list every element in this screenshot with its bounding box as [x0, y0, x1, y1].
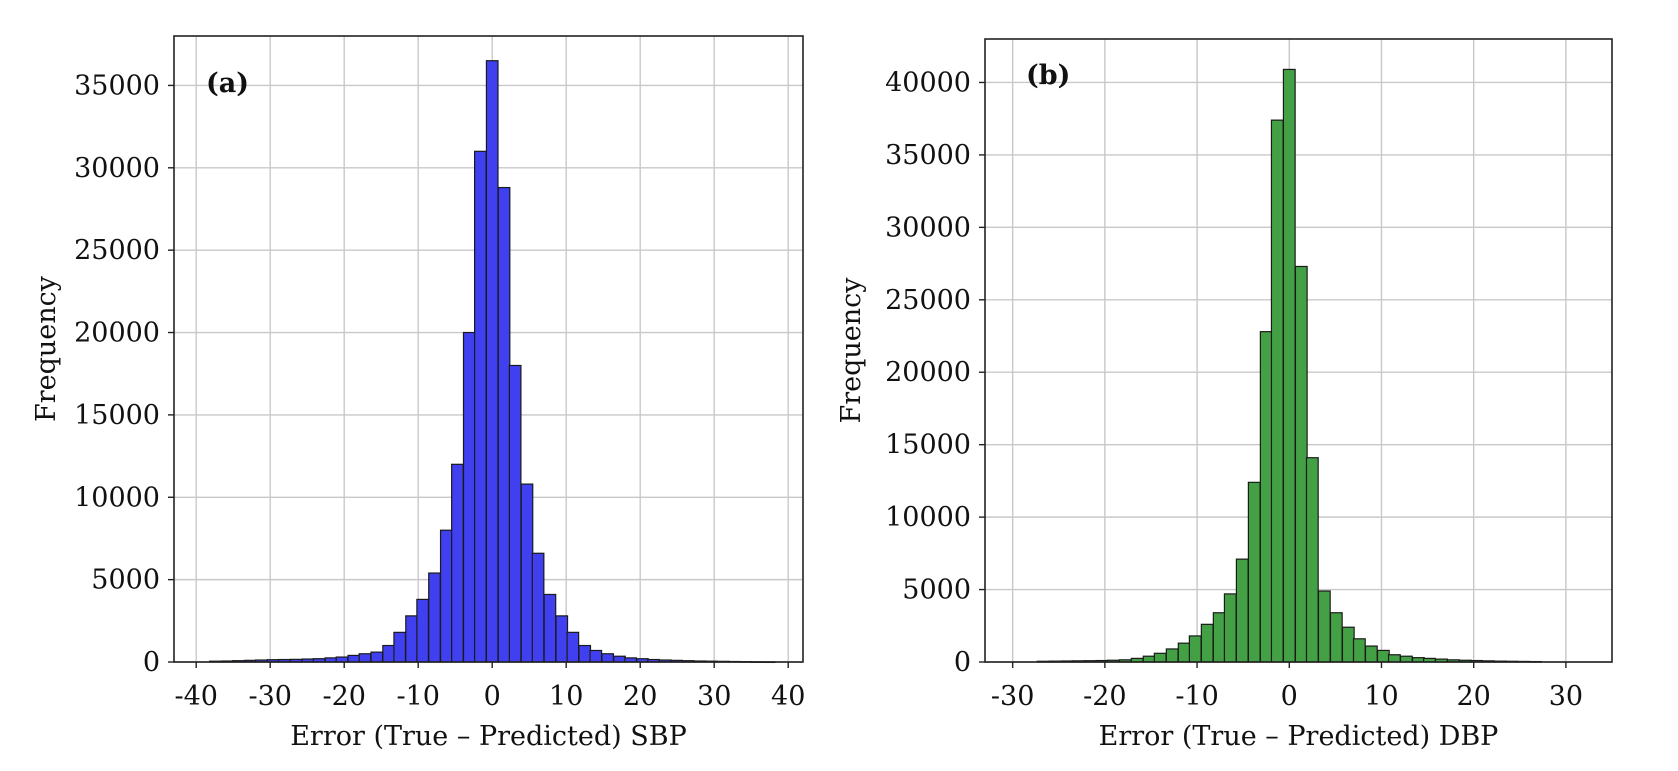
x-tick-label: -20	[322, 681, 365, 712]
x-tick-label: -10	[1175, 681, 1218, 712]
y-tick-label: 40000	[885, 67, 971, 98]
histogram-bar	[1259, 331, 1273, 663]
x-tick-label: 20	[1457, 681, 1491, 712]
histogram-bar	[1329, 612, 1343, 663]
plot-frame	[984, 38, 1613, 663]
y-tick-label: 30000	[74, 153, 160, 184]
histogram-bar	[589, 649, 603, 663]
y-tick-label: 20000	[885, 357, 971, 388]
y-tick-label: 30000	[885, 212, 971, 243]
x-tick-label: -20	[1083, 681, 1126, 712]
y-tick-label: 25000	[885, 285, 971, 316]
x-tick-label: 10	[549, 681, 583, 712]
y-axis-label: Frequency	[31, 275, 62, 422]
y-tick-label: 25000	[74, 235, 160, 266]
y-tick-label: 15000	[885, 430, 971, 461]
histogram-bar	[1200, 623, 1214, 663]
x-tick-label: -40	[174, 681, 217, 712]
histogram-bar	[1247, 481, 1261, 663]
panel-label: (b)	[1026, 60, 1070, 91]
y-tick-label: 15000	[74, 400, 160, 431]
histogram-bar	[578, 644, 592, 663]
histogram-bar	[1399, 655, 1413, 663]
histogram-bar	[405, 615, 418, 663]
x-tick-label: -10	[396, 681, 439, 712]
x-tick-label: -30	[248, 681, 291, 712]
histogram-bar	[1270, 119, 1284, 663]
histogram-panel-b: -30 -20 -10 0 10 20 30 0 5000 10000 15000 20000 2500…	[836, 38, 1613, 752]
histogram-bar	[1352, 638, 1366, 663]
histogram-bar	[1364, 645, 1378, 663]
x-tick-label: 30	[1549, 681, 1583, 712]
histogram-bar	[520, 483, 534, 663]
histogram-bar	[462, 331, 476, 663]
histogram-bar	[613, 655, 626, 663]
y-axis-label: Frequency	[836, 277, 867, 424]
histogram-bar	[382, 644, 395, 663]
histogram-bar	[1142, 655, 1156, 663]
histogram-bar	[1235, 558, 1249, 663]
histogram-bar	[473, 150, 487, 663]
histogram-bar	[1153, 652, 1167, 663]
x-tick-label: 10	[1364, 681, 1398, 712]
histogram-bar	[531, 552, 545, 663]
histogram-bar	[1282, 68, 1296, 663]
y-tick-label: 20000	[74, 318, 160, 349]
histogram-bar	[1294, 265, 1308, 663]
histogram-bar	[1317, 590, 1331, 663]
y-tick-label: 0	[954, 647, 971, 678]
plot-frame	[173, 35, 804, 663]
histogram-bar	[601, 653, 615, 663]
histogram-bar	[393, 631, 407, 663]
histogram-bar	[358, 653, 372, 663]
histogram-bar	[428, 572, 441, 663]
histogram-bar	[370, 651, 384, 663]
panel-label: (a)	[206, 68, 249, 99]
histogram-bar	[1223, 593, 1237, 663]
histogram-bar	[439, 529, 453, 663]
histogram-bar	[566, 631, 580, 663]
histogram-panel-a: -40 -30 -20 -10 0 10 20 30 40 0 5000 10000 15000 2000…	[31, 35, 805, 752]
histogram-bar	[1165, 648, 1179, 663]
y-tick-label: 10000	[885, 502, 971, 533]
y-tick-label: 5000	[91, 565, 160, 596]
histogram-bar	[1387, 654, 1401, 663]
histogram-bar	[1341, 626, 1355, 663]
histogram-bar	[508, 364, 522, 663]
histogram-bar	[543, 593, 557, 663]
x-tick-label: 0	[484, 681, 501, 712]
histogram-bar	[451, 463, 464, 663]
histogram-bar	[555, 615, 569, 663]
y-tick-label: 0	[143, 647, 160, 678]
histogram-bar	[416, 598, 430, 663]
x-tick-label: -30	[991, 681, 1034, 712]
y-tick-label: 5000	[902, 575, 971, 606]
x-axis-label: Error (True – Predicted) SBP	[290, 721, 687, 752]
y-tick-label: 35000	[885, 140, 971, 171]
histogram-bar	[1177, 642, 1191, 663]
y-tick-label: 35000	[74, 70, 160, 101]
x-tick-label: 0	[1281, 681, 1298, 712]
y-tick-label: 10000	[74, 482, 160, 513]
x-tick-label: 20	[623, 681, 657, 712]
histogram-bar	[485, 60, 499, 663]
histogram-bar	[1305, 457, 1319, 663]
histogram-bar	[347, 654, 361, 663]
histogram-bar	[497, 186, 511, 663]
x-tick-label: 40	[771, 681, 805, 712]
histogram-bar	[1376, 649, 1390, 663]
x-tick-label: 30	[697, 681, 731, 712]
x-axis-label: Error (True – Predicted) DBP	[1099, 721, 1499, 752]
histogram-bar	[1188, 635, 1202, 663]
histogram-bar	[1212, 612, 1226, 663]
